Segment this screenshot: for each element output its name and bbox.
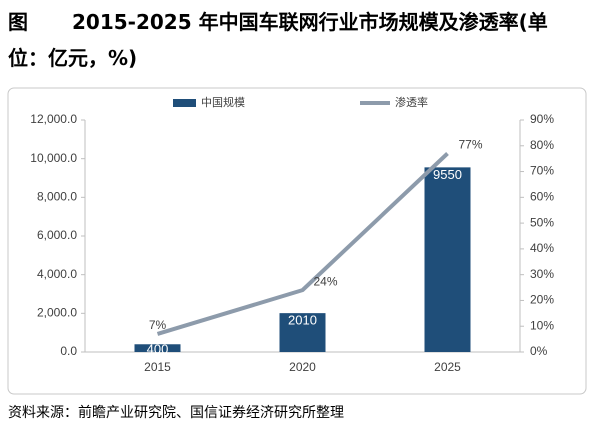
chart-title: 2015-2025 年中国车联网行业市场规模及渗透率(单位：亿元，%) [8,10,548,70]
bar-value-label: 2010 [288,313,317,328]
bar-value-label: 400 [147,342,169,357]
y-tick-label: 0.0 [60,344,77,358]
figure-label: 图 [8,10,28,34]
y2-tick-label: 10% [530,318,554,332]
legend-swatch [173,99,196,107]
legend-label: 中国规模 [201,95,245,109]
y-tick-label: 6,000.0 [37,228,77,242]
y-tick-label: 2,000.0 [37,306,77,320]
y2-tick-label: 20% [530,293,554,307]
y2-tick-label: 0% [530,344,548,358]
x-tick-label: 2020 [289,360,316,374]
y2-tick-label: 40% [530,241,554,255]
legend-label: 渗透率 [395,95,428,109]
y2-tick-label: 60% [530,190,554,204]
line-value-label: 7% [149,318,167,332]
y-tick-label: 8,000.0 [37,190,77,204]
y2-tick-label: 90% [530,112,554,126]
chart-frame [7,87,587,395]
x-tick-label: 2015 [144,360,171,374]
source-note: 资料来源：前瞻产业研究院、国信证券经济研究所整理 [8,405,344,421]
bar-value-label: 9550 [433,167,462,182]
line [156,152,449,336]
y-tick-label: 4,000.0 [37,267,77,281]
header: 图 2015-2025 年中国车联网行业市场规模及渗透率(单位：亿元，%) [8,4,586,76]
y-tick-label: 12,000.0 [30,112,77,126]
bar [279,313,326,352]
y2-tick-label: 80% [530,138,554,152]
y2-tick-label: 50% [530,215,554,229]
y-tick-label: 10,000.0 [30,151,77,165]
bar [424,167,471,352]
line-value-label: 24% [313,274,337,288]
line-value-label: 77% [458,138,482,152]
bar [134,344,181,352]
y2-tick-label: 70% [530,164,554,178]
x-tick-label: 2025 [434,360,461,374]
y2-tick-label: 30% [530,267,554,281]
